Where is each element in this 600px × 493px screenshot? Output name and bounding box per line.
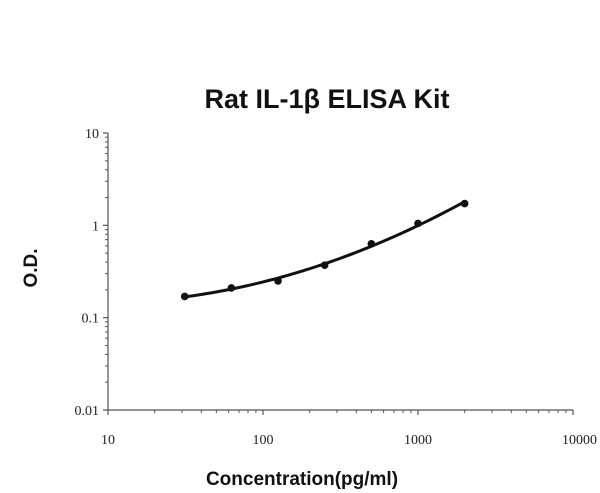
plot-area [180, 199, 469, 301]
y-axis-label: O.D. [21, 248, 42, 287]
y-tick-label: 0.1 [82, 312, 100, 327]
data-point [460, 199, 469, 208]
data-point [414, 219, 422, 228]
x-tick-label: 100 [253, 433, 274, 448]
data-point [227, 284, 236, 292]
axes: 0.01 0.1 1 10 10 100 1000 10000 [75, 127, 598, 448]
data-point [320, 261, 329, 270]
data-point [180, 292, 189, 301]
y-tick-label: 10 [85, 127, 99, 142]
y-tick-label: 0.01 [75, 404, 100, 419]
chart-title: Rat IL-1β ELISA Kit [205, 84, 450, 114]
data-point [367, 240, 376, 248]
x-tick-label: 10000 [562, 433, 597, 448]
x-tick-label: 1000 [404, 433, 432, 448]
x-axis-label: Concentration(pg/ml) [206, 469, 398, 490]
x-tick-label: 10 [101, 433, 115, 448]
y-tick-label: 1 [92, 219, 99, 234]
standard-curve-line [183, 200, 467, 299]
data-point [274, 277, 282, 285]
